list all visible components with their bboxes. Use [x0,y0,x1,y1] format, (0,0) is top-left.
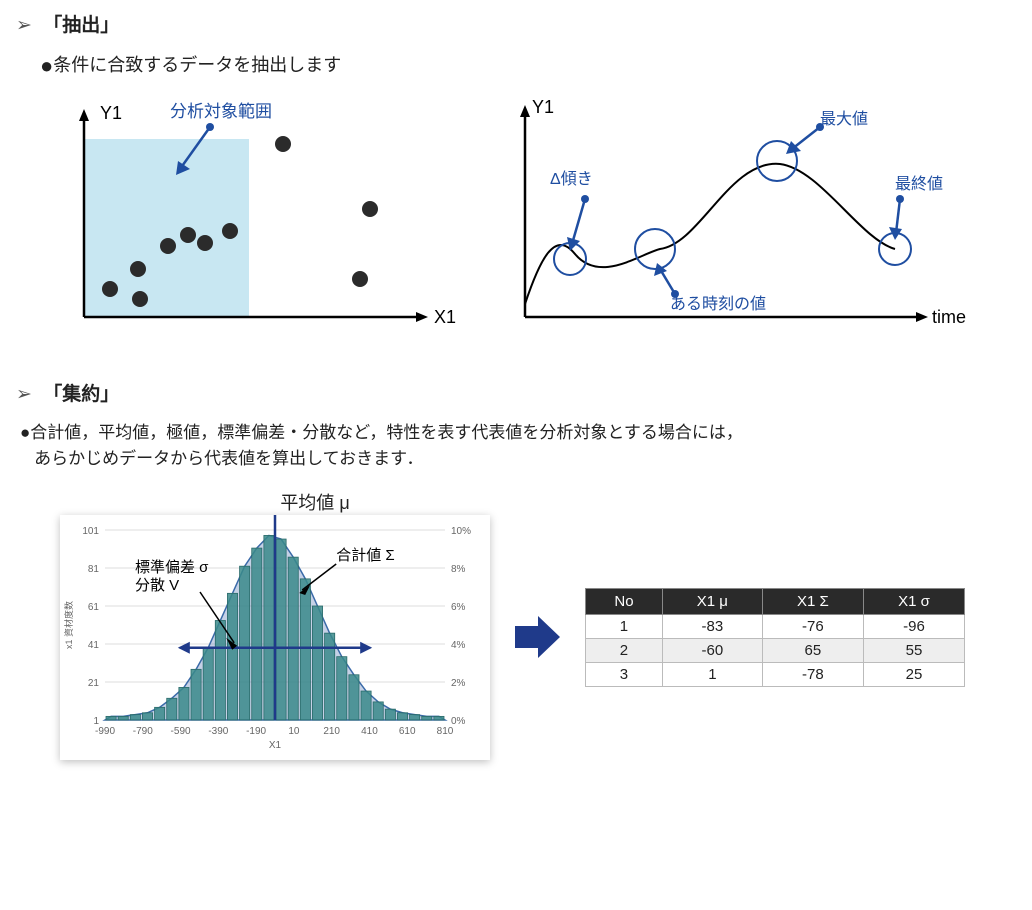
arrowhead-icon [79,109,89,121]
svg-text:2%: 2% [451,678,466,689]
svg-text:-590: -590 [171,726,191,737]
svg-text:-190: -190 [246,726,266,737]
curve-max-label: 最大値 [820,110,868,128]
table-cell: 3 [586,663,663,687]
svg-text:21: 21 [88,678,100,689]
table-row: 1-83-76-96 [586,615,965,639]
section1-subtitle: ●条件に合致するデータを抽出します [0,43,1032,89]
svg-text:8%: 8% [451,564,466,575]
svg-text:410: 410 [361,726,378,737]
curve-y-label: Y1 [532,99,554,117]
curve-final-label: 最終値 [895,175,943,193]
arrow-right-icon [510,610,565,665]
svg-text:-390: -390 [208,726,228,737]
svg-text:10%: 10% [451,526,471,537]
table-cell: -83 [662,615,762,639]
annotation-line [792,127,820,149]
table-row: 2-606555 [586,639,965,663]
table-header: No [586,589,663,615]
svg-text:210: 210 [323,726,340,737]
section1-prefix: ➢ [16,15,32,36]
table-cell: 2 [586,639,663,663]
svg-text:分散 V: 分散 V [135,577,179,594]
scatter-range-annotation: 分析対象範囲 [170,102,272,121]
svg-text:X1: X1 [269,740,282,751]
section2-desc-text: 合計値，平均値，極値，標準偏差・分散など，特性を表す代表値を分析対象とする場合に… [20,423,743,468]
svg-text:x1 資材度数: x1 資材度数 [63,601,74,649]
svg-text:41: 41 [88,640,100,651]
curve-time-label: ある時刻の値 [670,295,766,313]
curve-x-label: time [932,307,966,327]
annotation-line [572,199,585,244]
svg-text:610: 610 [399,726,416,737]
table-header: X1 μ [662,589,762,615]
table-cell: 25 [863,663,964,687]
curve-slope-label: Δ傾き [550,170,593,188]
table-cell: 1 [662,663,762,687]
svg-text:101: 101 [82,526,99,537]
bullet-icon: ● [20,423,30,442]
table-cell: 1 [586,615,663,639]
svg-text:81: 81 [88,564,100,575]
section2-title: ➢ 「集約」 [0,369,1032,412]
table-cell: 55 [863,639,964,663]
section1-title: ➢ 「抽出」 [0,0,1032,43]
svg-text:10: 10 [288,726,300,737]
annotation-dot [206,123,214,131]
svg-text:61: 61 [88,602,100,613]
bullet-icon: ● [40,53,53,78]
scatter-x-label: X1 [434,307,456,327]
table-header: X1 Σ [762,589,863,615]
curve-callout-circles [554,141,911,275]
section1-subtitle-text: 条件に合致するデータを抽出します [53,55,341,75]
table-cell: -78 [762,663,863,687]
table-cell: -60 [662,639,762,663]
histogram-mu-label: 平均値 μ [255,489,375,515]
arrowhead-icon [416,312,428,322]
arrowhead-icon [916,312,928,322]
table-cell: -96 [863,615,964,639]
section2-desc: ●合計値，平均値，極値，標準偏差・分散など，特性を表す代表値を分析対象とする場合… [0,412,1032,479]
arrowhead-icon [520,105,530,117]
stats-table: NoX1 μX1 ΣX1 σ 1-83-76-962-60655531-7825 [585,588,965,687]
table-cell: -76 [762,615,863,639]
section2-title-text: 「集約」 [43,384,119,405]
scatter-chart: Y1 X1 分析対象範囲 [60,99,470,359]
svg-text:合計値 Σ: 合計値 Σ [336,547,394,564]
svg-text:-990: -990 [95,726,115,737]
histogram-chart: 10%212%414%616%818%10110%-990-790-590-39… [60,515,490,760]
section2-prefix: ➢ [16,384,32,405]
svg-text:-790: -790 [133,726,153,737]
svg-text:810: 810 [437,726,454,737]
table-row: 31-7825 [586,663,965,687]
scatter-y-label: Y1 [100,103,122,123]
arrowhead-icon [654,263,667,276]
section1-title-text: 「抽出」 [43,15,119,36]
table-header: X1 σ [863,589,964,615]
table-cell: 65 [762,639,863,663]
svg-text:4%: 4% [451,640,466,651]
svg-text:標準偏差 σ: 標準偏差 σ [135,559,209,576]
annotation-line [896,199,900,233]
curve-chart: Y1 time Δ傾き ある時刻の値 最大値 最終値 [500,99,970,359]
svg-text:6%: 6% [451,602,466,613]
